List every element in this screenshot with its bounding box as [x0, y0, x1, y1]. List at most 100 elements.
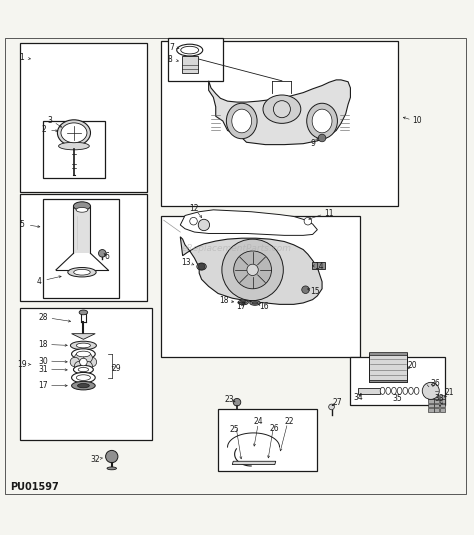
Ellipse shape: [252, 302, 258, 304]
Polygon shape: [72, 334, 95, 339]
Text: 23: 23: [224, 395, 234, 404]
Circle shape: [198, 263, 205, 270]
Bar: [428, 399, 434, 403]
Ellipse shape: [263, 95, 301, 124]
Circle shape: [328, 404, 334, 410]
Text: 32: 32: [91, 455, 100, 464]
Circle shape: [273, 101, 291, 118]
Text: 7: 7: [169, 43, 174, 52]
Bar: [434, 408, 439, 411]
Ellipse shape: [74, 270, 90, 275]
Text: 13: 13: [182, 258, 191, 268]
Polygon shape: [180, 237, 322, 304]
Ellipse shape: [73, 365, 93, 374]
Bar: [428, 403, 434, 407]
Bar: [350, 357, 445, 404]
Bar: [369, 379, 407, 383]
Ellipse shape: [177, 44, 203, 56]
Text: 24: 24: [254, 417, 263, 426]
Ellipse shape: [107, 467, 117, 470]
Bar: [182, 56, 198, 73]
Circle shape: [222, 239, 283, 301]
Ellipse shape: [397, 387, 402, 394]
Text: 31: 31: [38, 365, 48, 373]
Ellipse shape: [59, 142, 89, 150]
Text: 20: 20: [407, 361, 417, 370]
Text: 4: 4: [37, 277, 42, 286]
Ellipse shape: [77, 384, 89, 388]
Text: PU01597: PU01597: [10, 482, 59, 492]
Ellipse shape: [227, 103, 257, 139]
Ellipse shape: [72, 372, 95, 383]
Bar: [19, 194, 147, 301]
Text: 21: 21: [445, 388, 455, 398]
Ellipse shape: [76, 375, 91, 380]
Ellipse shape: [76, 351, 91, 357]
Ellipse shape: [409, 387, 413, 394]
Bar: [161, 216, 360, 357]
Ellipse shape: [57, 120, 91, 146]
Ellipse shape: [312, 109, 332, 133]
Bar: [161, 41, 398, 206]
Circle shape: [198, 219, 210, 231]
Circle shape: [234, 251, 272, 289]
Text: 3: 3: [48, 117, 53, 126]
Text: 18: 18: [38, 340, 48, 349]
Text: 22: 22: [284, 417, 294, 426]
Ellipse shape: [73, 202, 91, 210]
Text: 33: 33: [434, 394, 444, 403]
Circle shape: [70, 357, 80, 367]
Text: 34: 34: [354, 393, 364, 402]
Bar: [440, 408, 445, 411]
Ellipse shape: [61, 123, 87, 143]
Bar: [434, 403, 439, 407]
Bar: [434, 399, 439, 403]
Text: 26: 26: [270, 424, 280, 433]
Ellipse shape: [307, 103, 337, 139]
Circle shape: [304, 217, 312, 225]
Bar: [440, 403, 445, 407]
Text: 9: 9: [310, 139, 315, 148]
Bar: [440, 395, 445, 399]
Circle shape: [318, 134, 326, 142]
Ellipse shape: [78, 368, 89, 372]
Bar: [73, 206, 91, 253]
Bar: [434, 395, 439, 399]
Ellipse shape: [250, 301, 260, 305]
Bar: [43, 199, 119, 298]
Text: 6: 6: [105, 252, 109, 261]
Circle shape: [99, 249, 106, 257]
Ellipse shape: [414, 387, 419, 394]
Circle shape: [190, 217, 197, 225]
Text: 11: 11: [324, 209, 334, 218]
Ellipse shape: [68, 268, 96, 277]
Bar: [369, 353, 407, 382]
Text: 35: 35: [393, 394, 402, 403]
Bar: [428, 408, 434, 411]
Ellipse shape: [386, 387, 391, 394]
Bar: [440, 399, 445, 403]
Bar: [369, 352, 407, 355]
Text: 16: 16: [260, 302, 269, 311]
Bar: [312, 262, 325, 269]
Ellipse shape: [79, 310, 88, 315]
Ellipse shape: [403, 387, 408, 394]
Circle shape: [422, 383, 439, 399]
Bar: [218, 409, 318, 471]
Ellipse shape: [197, 263, 206, 270]
Text: 10: 10: [412, 117, 421, 126]
Text: 12: 12: [189, 204, 198, 213]
Ellipse shape: [232, 109, 252, 133]
Circle shape: [83, 361, 92, 371]
Text: 28: 28: [38, 312, 48, 322]
Ellipse shape: [238, 300, 248, 305]
Ellipse shape: [71, 341, 96, 350]
Circle shape: [74, 353, 84, 363]
Circle shape: [106, 450, 118, 463]
Ellipse shape: [72, 349, 95, 359]
Text: 2: 2: [42, 125, 46, 134]
Circle shape: [80, 358, 87, 366]
Text: 30: 30: [38, 356, 48, 365]
Text: 1: 1: [19, 52, 24, 62]
Ellipse shape: [76, 343, 91, 348]
